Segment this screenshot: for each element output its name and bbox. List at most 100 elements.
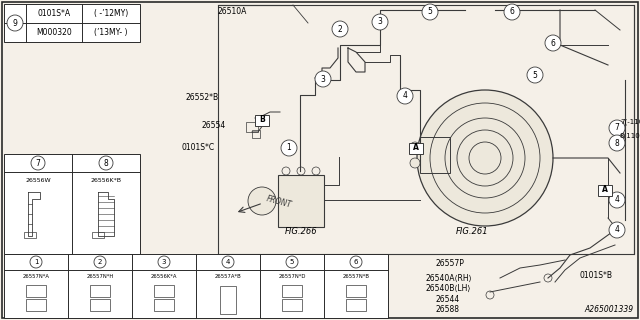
Circle shape [609,192,625,208]
Text: B: B [259,116,265,124]
Bar [24,232,36,238]
Circle shape [332,21,348,37]
Text: 3: 3 [378,18,383,27]
Circle shape [31,156,45,170]
Bar [255,115,269,125]
Text: (’13MY- ): (’13MY- ) [94,28,128,37]
Text: 9: 9 [13,19,17,28]
Circle shape [609,135,625,151]
Text: 8: 8 [104,158,108,167]
Text: FIG.261: FIG.261 [456,228,488,236]
Text: 0101S*A: 0101S*A [37,9,70,18]
Bar [90,285,110,297]
Bar [4,154,140,254]
Circle shape [417,90,553,226]
Bar [420,137,450,173]
Circle shape [30,256,42,268]
Text: FRONT: FRONT [265,194,292,210]
Circle shape [222,256,234,268]
Text: 5: 5 [290,259,294,265]
Circle shape [350,256,362,268]
Circle shape [410,158,420,168]
Text: 5: 5 [532,70,538,79]
Text: 6: 6 [550,38,556,47]
Text: 26557N*B: 26557N*B [342,274,369,278]
Text: 4: 4 [226,259,230,265]
Text: 0101S*B: 0101S*B [580,270,613,279]
Text: 26557A*B: 26557A*B [214,274,241,278]
Text: 2: 2 [98,259,102,265]
Text: 8(1101-): 8(1101-) [620,133,640,139]
Circle shape [315,71,331,87]
Bar [26,285,46,297]
Text: 26540A⟨RH⟩: 26540A⟨RH⟩ [425,274,472,283]
Text: 26588: 26588 [435,306,459,315]
Text: 26556W: 26556W [25,179,51,183]
Bar [346,285,366,297]
Bar [282,285,302,297]
Text: 3: 3 [162,259,166,265]
Text: 1: 1 [34,259,38,265]
Text: 6: 6 [509,7,515,17]
Text: 26510A: 26510A [218,7,248,17]
Bar [278,175,324,227]
Text: 26557N*H: 26557N*H [86,274,114,278]
Circle shape [158,256,170,268]
Bar [90,299,110,311]
Circle shape [281,140,297,156]
Bar [154,285,174,297]
Text: A: A [602,186,608,195]
Text: 26557N*A: 26557N*A [22,274,49,278]
Bar [218,5,634,254]
Text: 4: 4 [614,196,620,204]
Text: A265001339: A265001339 [585,305,634,314]
Bar [282,299,302,311]
Text: 26540B⟨LH⟩: 26540B⟨LH⟩ [425,284,470,292]
Circle shape [7,15,23,31]
Bar [92,232,104,238]
Text: 0101S*C: 0101S*C [182,143,215,153]
Circle shape [422,4,438,20]
Bar [346,299,366,311]
Bar [4,4,140,42]
Text: 26557N*D: 26557N*D [278,274,306,278]
Text: 1: 1 [287,143,291,153]
Circle shape [99,156,113,170]
Text: 2: 2 [338,25,342,34]
Circle shape [372,14,388,30]
Text: 7: 7 [36,158,40,167]
Circle shape [286,256,298,268]
Bar [26,299,46,311]
Text: 7(-1101): 7(-1101) [620,119,640,125]
Text: 4: 4 [614,226,620,235]
Text: FIG.266: FIG.266 [285,228,317,236]
Text: 26557P: 26557P [435,260,464,268]
Bar [220,286,236,314]
Circle shape [609,120,625,136]
Text: 6: 6 [354,259,358,265]
Bar [252,130,260,138]
Text: 26552*B: 26552*B [186,93,219,102]
Text: 26556K*B: 26556K*B [90,179,122,183]
Circle shape [504,4,520,20]
Text: 26556K*A: 26556K*A [151,274,177,278]
Text: A: A [413,143,419,153]
Circle shape [609,222,625,238]
Text: 7: 7 [614,124,620,132]
Text: 4: 4 [403,92,408,100]
Text: 26554: 26554 [202,121,227,130]
Text: ( -’12MY): ( -’12MY) [94,9,128,18]
Circle shape [397,88,413,104]
Bar [409,142,423,154]
Bar [598,185,612,196]
Circle shape [410,142,420,152]
Text: 5: 5 [428,7,433,17]
Circle shape [545,35,561,51]
Circle shape [248,187,276,215]
Bar [4,254,388,318]
Circle shape [94,256,106,268]
Bar [154,299,174,311]
Text: M000320: M000320 [36,28,72,37]
Text: 8: 8 [614,139,620,148]
Text: 3: 3 [321,75,325,84]
